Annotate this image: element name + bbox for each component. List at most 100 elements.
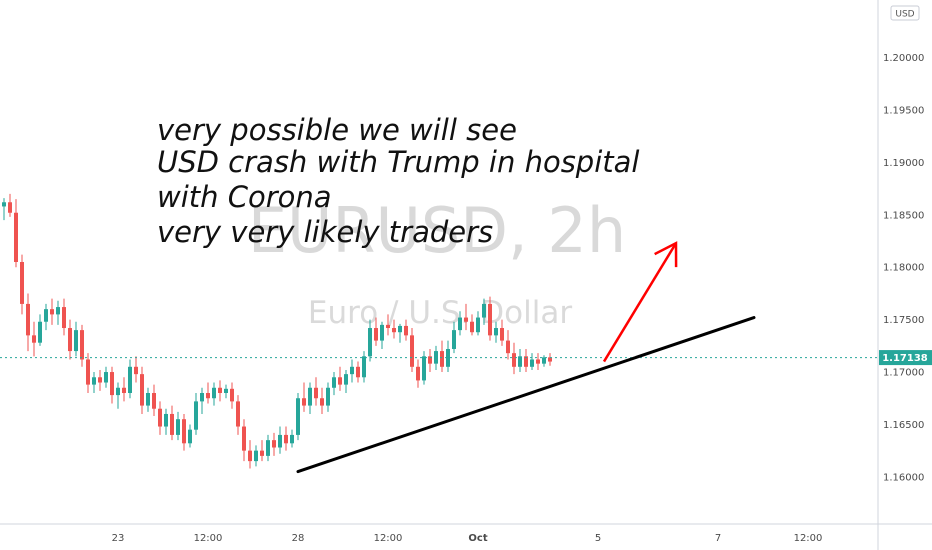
candle xyxy=(374,317,378,346)
candle xyxy=(488,296,492,341)
candle xyxy=(422,351,426,385)
candle xyxy=(530,353,534,370)
candle xyxy=(446,340,450,373)
candle xyxy=(278,426,282,454)
candle xyxy=(128,359,132,399)
current-price-tag: 1.17138 xyxy=(879,350,932,366)
candle-body xyxy=(230,388,234,402)
candle xyxy=(254,445,258,467)
candle xyxy=(26,293,30,352)
candle xyxy=(248,440,252,469)
price-axis[interactable]: 1.16000 1.16500 1.17000 1.17500 1.18000 1.185… xyxy=(877,0,932,550)
candle-body xyxy=(260,450,264,456)
candle xyxy=(38,314,42,346)
candle-body xyxy=(524,356,528,367)
candle-body xyxy=(512,353,516,367)
candle-body xyxy=(254,450,258,462)
candle-body xyxy=(488,303,492,336)
candle-body xyxy=(464,317,468,322)
time-axis[interactable]: 23 12:00 28 12:00 Oct 5 7 12:00 xyxy=(0,523,932,544)
candle xyxy=(236,395,240,435)
candle-body xyxy=(68,328,72,352)
candle xyxy=(476,311,480,336)
candle xyxy=(200,387,204,414)
candle xyxy=(494,321,498,343)
candle xyxy=(542,355,546,367)
x-tick-label: 7 xyxy=(715,533,721,544)
x-tick-label: 28 xyxy=(292,533,305,544)
candle xyxy=(158,401,162,435)
candle-body xyxy=(506,340,510,354)
candle xyxy=(224,384,228,399)
candle-body xyxy=(536,359,540,364)
current-price-tag-box xyxy=(879,350,932,366)
candle xyxy=(398,323,402,343)
candle xyxy=(170,405,174,441)
candle-body xyxy=(368,328,372,357)
candle-body xyxy=(476,317,480,333)
candle xyxy=(326,382,330,412)
candle-body xyxy=(422,356,426,381)
candle xyxy=(68,319,72,360)
annotation-text[interactable]: very possible we will see USD crash with… xyxy=(157,113,639,249)
candle xyxy=(362,351,366,383)
candle xyxy=(470,314,474,336)
candle-body xyxy=(380,324,384,341)
candle-body xyxy=(20,262,24,304)
candle-body xyxy=(314,387,318,399)
candle xyxy=(284,426,288,451)
y-tick-label: 1.16500 xyxy=(883,420,924,431)
arrow-shaft xyxy=(602,242,678,363)
candle xyxy=(458,311,462,336)
candle-body xyxy=(500,328,504,341)
candle-body xyxy=(290,434,294,444)
candle xyxy=(32,321,36,357)
support-trendline[interactable] xyxy=(296,316,756,474)
candle-body xyxy=(542,357,546,364)
candle xyxy=(512,342,516,375)
candle xyxy=(548,353,552,366)
candle-body xyxy=(188,429,192,444)
candle-body xyxy=(206,393,210,399)
candle xyxy=(74,321,78,357)
candle-body xyxy=(182,419,186,444)
candle-body xyxy=(548,357,552,362)
candle xyxy=(152,384,156,417)
candle xyxy=(182,413,186,451)
y-tick-labels: 1.16000 1.16500 1.17000 1.17500 1.18000 1.185… xyxy=(883,53,924,483)
candle xyxy=(368,319,372,362)
candle xyxy=(86,353,90,393)
candle xyxy=(338,366,342,391)
candle-body xyxy=(374,328,378,341)
x-tick-label: 12:00 xyxy=(794,533,823,544)
candle xyxy=(212,382,216,406)
candle xyxy=(110,366,114,404)
candle-body xyxy=(176,419,180,435)
candle-body xyxy=(272,440,276,448)
candle-body xyxy=(38,321,42,343)
candle xyxy=(164,408,168,435)
currency-badge-box xyxy=(890,5,920,21)
candle-body xyxy=(56,307,60,315)
candle-body xyxy=(518,356,522,367)
candle xyxy=(2,198,6,221)
candle xyxy=(272,432,276,456)
candle xyxy=(350,359,354,383)
candle-body xyxy=(284,434,288,444)
y-tick-label: 1.18500 xyxy=(883,210,924,221)
candle xyxy=(536,353,540,370)
bullish-arrow[interactable] xyxy=(602,241,678,363)
y-tick-label: 1.19500 xyxy=(883,106,924,117)
x-tick-label: 12:00 xyxy=(374,533,403,544)
candle-body xyxy=(110,372,114,396)
candle xyxy=(392,319,396,339)
candle-body xyxy=(44,309,48,322)
currency-badge[interactable]: USD xyxy=(890,5,920,21)
annotation-line-4: very very likely traders xyxy=(157,215,493,249)
candle-body xyxy=(86,359,90,385)
candle xyxy=(332,372,336,396)
candle-body xyxy=(32,335,36,343)
x-tick-label: 23 xyxy=(112,533,125,544)
